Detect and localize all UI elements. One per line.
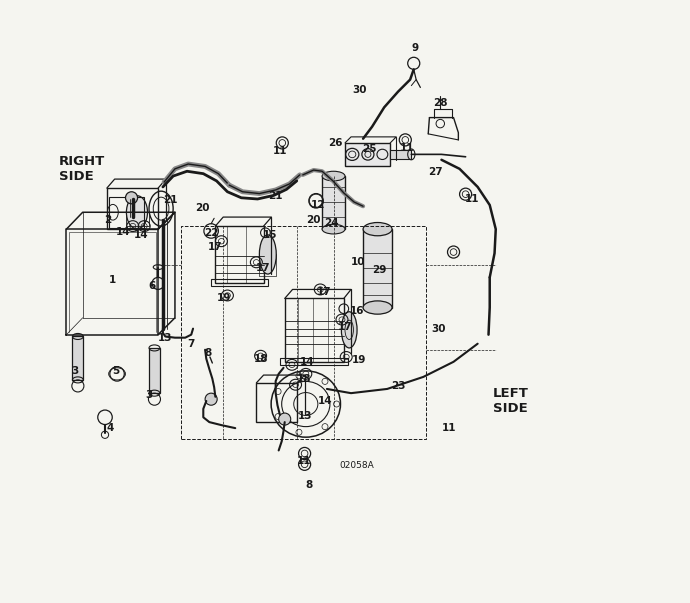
Text: 7: 7 [188, 339, 195, 349]
Text: 17: 17 [208, 242, 223, 252]
Text: 5: 5 [112, 366, 119, 376]
Text: 25: 25 [362, 144, 376, 154]
Circle shape [126, 192, 137, 204]
Text: 14: 14 [134, 230, 148, 240]
Text: 27: 27 [428, 167, 443, 177]
Text: 11: 11 [297, 456, 311, 466]
Ellipse shape [126, 195, 148, 229]
Text: 17: 17 [317, 288, 331, 297]
Text: 2: 2 [104, 215, 112, 225]
Text: 13: 13 [297, 411, 312, 421]
Bar [391, 150, 411, 159]
Text: 15: 15 [262, 230, 277, 240]
Text: 14: 14 [299, 357, 315, 367]
Text: 3: 3 [146, 390, 152, 400]
Text: 13: 13 [158, 333, 172, 343]
Bar [257, 383, 297, 422]
Text: 14: 14 [318, 396, 333, 406]
Text: RIGHT
SIDE: RIGHT SIDE [59, 155, 105, 183]
Ellipse shape [363, 223, 392, 236]
Text: 16: 16 [350, 306, 364, 315]
Text: 28: 28 [433, 98, 448, 107]
Bar [108, 197, 144, 228]
Text: 21: 21 [163, 195, 177, 205]
Text: 30: 30 [352, 86, 366, 95]
Text: 9: 9 [412, 43, 419, 53]
Text: 20: 20 [306, 215, 321, 225]
Bar [285, 298, 344, 362]
Text: 30: 30 [431, 324, 446, 333]
Text: 20: 20 [195, 203, 209, 213]
Text: 3: 3 [71, 366, 79, 376]
Text: 19: 19 [217, 294, 232, 303]
Text: 17: 17 [256, 264, 271, 273]
Ellipse shape [322, 171, 345, 181]
Bar [215, 226, 264, 283]
Text: 1: 1 [109, 276, 117, 285]
Text: 18: 18 [253, 354, 268, 364]
Text: 14: 14 [116, 227, 130, 237]
Bar [211, 279, 268, 286]
Bar [322, 176, 345, 229]
Text: 23: 23 [391, 381, 405, 391]
Circle shape [279, 413, 290, 425]
Text: 22: 22 [204, 229, 218, 238]
Text: 6: 6 [148, 282, 156, 291]
Text: 18: 18 [297, 374, 311, 384]
Text: 12: 12 [310, 200, 325, 210]
Ellipse shape [259, 235, 276, 274]
Text: 4: 4 [106, 423, 114, 433]
Text: 24: 24 [324, 218, 339, 228]
Text: 21: 21 [268, 191, 283, 201]
Bar [345, 143, 391, 166]
Text: 19: 19 [352, 355, 366, 365]
Bar [72, 336, 83, 380]
Text: 8: 8 [204, 348, 211, 358]
Text: 10: 10 [351, 257, 366, 267]
Ellipse shape [363, 301, 392, 314]
Ellipse shape [322, 224, 345, 234]
Ellipse shape [342, 312, 357, 348]
Bar [149, 348, 160, 393]
Text: 8: 8 [305, 481, 313, 490]
Bar [107, 188, 158, 229]
Bar [363, 229, 392, 308]
Text: 02058A: 02058A [339, 461, 374, 470]
Text: 11: 11 [273, 146, 287, 156]
Text: 17: 17 [337, 322, 353, 332]
Text: 26: 26 [328, 138, 343, 148]
Text: 11: 11 [442, 423, 457, 433]
Bar [280, 358, 348, 365]
Text: LEFT
SIDE: LEFT SIDE [493, 387, 529, 415]
Circle shape [205, 393, 217, 405]
Text: 11: 11 [464, 194, 479, 204]
Text: 11: 11 [400, 143, 415, 153]
Text: 29: 29 [372, 265, 386, 274]
